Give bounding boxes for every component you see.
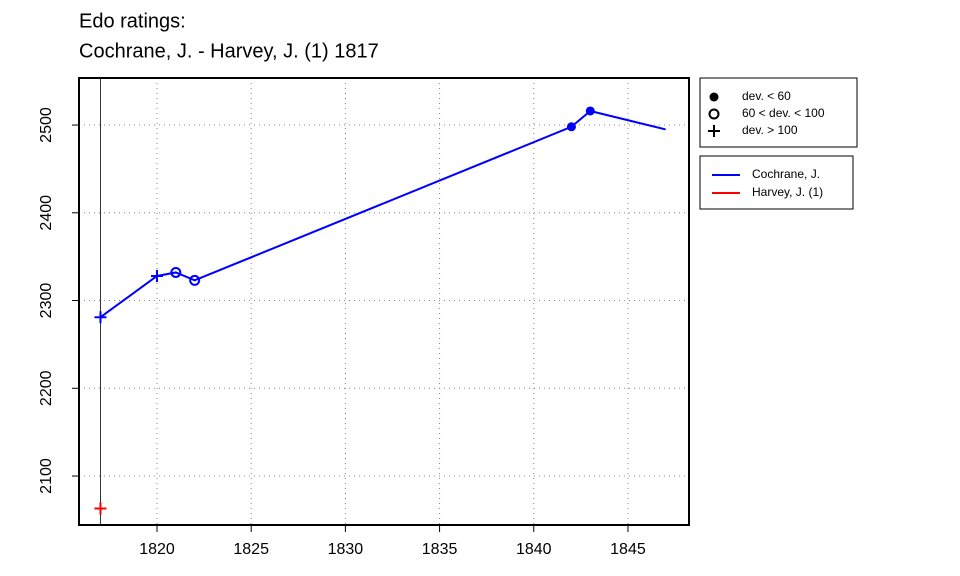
chart-title: Edo ratings: — [79, 10, 186, 32]
x-tick-label: 1830 — [328, 541, 364, 558]
point — [94, 311, 107, 324]
legend-symbol — [708, 108, 720, 120]
point — [170, 266, 182, 278]
legend-label: Harvey, J. (1) — [752, 185, 823, 199]
y-tick-label: 2400 — [38, 195, 55, 231]
legend-symbol — [709, 92, 719, 102]
point — [150, 269, 163, 282]
legend-box — [699, 77, 858, 148]
y-tick-label: 2100 — [38, 458, 55, 494]
y-tick-label: 2300 — [38, 283, 55, 319]
series-line — [99, 109, 666, 319]
x-tick-label: 1820 — [139, 541, 175, 558]
point — [94, 502, 107, 515]
legend-label: 60 < dev. < 100 — [742, 106, 825, 120]
x-tick-label: 1845 — [610, 541, 646, 558]
chart-subtitle: Cochrane, J. - Harvey, J. (1) 1817 — [79, 40, 379, 62]
legend-label: Cochrane, J. — [752, 167, 820, 181]
y-tick-label: 2200 — [38, 370, 55, 406]
point — [189, 274, 201, 286]
legend-box — [699, 155, 854, 210]
x-tick-label: 1840 — [516, 541, 552, 558]
y-tick-label: 2500 — [38, 107, 55, 143]
legend-label: dev. < 60 — [742, 89, 791, 103]
x-tick-label: 1825 — [233, 541, 269, 558]
plot-frame — [78, 77, 690, 526]
point — [585, 106, 595, 116]
point — [566, 122, 576, 132]
legend-symbol — [708, 125, 720, 137]
legend-label: dev. > 100 — [742, 123, 798, 137]
x-tick-label: 1835 — [422, 541, 458, 558]
